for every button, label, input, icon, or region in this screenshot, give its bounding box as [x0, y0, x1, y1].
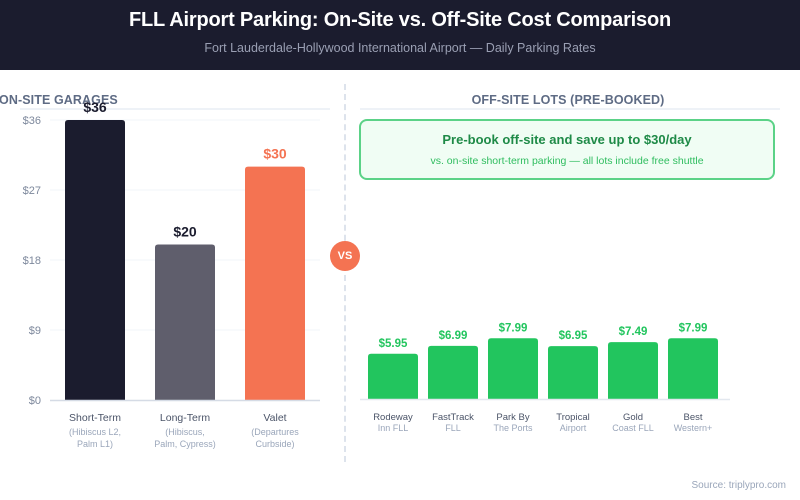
x-category-sublabel: Curbside)	[255, 439, 294, 449]
x-category-sublabel: Palm L1)	[77, 439, 113, 449]
x-category-sublabel: Inn FLL	[378, 423, 409, 433]
x-category-sublabel: (Hibiscus,	[165, 427, 205, 437]
offsite-section-rule	[360, 108, 780, 110]
callout-subtext: vs. on-site short-term parking — all lot…	[430, 155, 704, 167]
bar-value-label: $5.95	[379, 338, 408, 350]
x-category-sublabel: Airport	[560, 423, 587, 433]
bar-long-term	[155, 244, 215, 400]
bar-value-label: $6.95	[559, 330, 588, 342]
savings-callout: Pre-book off-site and save up to $30/day…	[359, 119, 775, 180]
bar-value-label: $20	[173, 223, 197, 239]
callout-headline: Pre-book off-site and save up to $30/day	[442, 132, 692, 147]
x-category-label: Rodeway	[373, 412, 413, 423]
x-category-label: Short-Term	[69, 412, 121, 424]
header: FLL Airport Parking: On-Site vs. Off-Sit…	[0, 0, 800, 70]
bar-value-label: $6.99	[439, 330, 468, 342]
onsite-section-rule	[20, 108, 330, 110]
x-category-label: Long-Term	[160, 412, 210, 424]
bar-best-western-	[668, 338, 718, 399]
bar-value-label: $36	[83, 99, 107, 115]
bar-gold-coast-fll	[608, 342, 658, 399]
page-title: FLL Airport Parking: On-Site vs. Off-Sit…	[129, 9, 671, 31]
bar-rodeway-inn-fll	[368, 353, 418, 399]
x-category-sublabel: (Hibiscus L2,	[69, 427, 121, 437]
x-category-label: FastTrack	[432, 412, 474, 423]
x-category-label: Gold	[623, 412, 643, 423]
bar-short-term	[65, 120, 125, 400]
source-credit: Source: triplypro.com	[691, 480, 786, 491]
bar-value-label: $7.99	[499, 322, 528, 334]
page-subtitle: Fort Lauderdale-Hollywood International …	[204, 41, 596, 55]
x-category-label: Park By	[496, 412, 530, 423]
x-category-sublabel: Palm, Cypress)	[154, 439, 216, 449]
x-category-sublabel: FLL	[445, 423, 461, 433]
bar-tropical-airport	[548, 346, 598, 399]
y-tick-label: $0	[29, 395, 41, 407]
y-tick-label: $27	[23, 185, 41, 197]
y-tick-label: $36	[23, 115, 41, 127]
x-category-sublabel: The Ports	[493, 423, 533, 433]
bar-fasttrack-fll	[428, 345, 478, 399]
bar-value-label: $7.49	[619, 326, 648, 338]
x-category-sublabel: Coast FLL	[612, 423, 654, 433]
offsite-section-title: OFF-SITE LOTS (PRE-BOOKED)	[471, 93, 665, 107]
bar-valet	[245, 166, 305, 400]
x-category-label: Best	[683, 412, 702, 423]
x-category-sublabel: (Departures	[251, 427, 299, 437]
onsite-section-title: ON-SITE GARAGES	[0, 93, 118, 107]
x-category-sublabel: Western+	[674, 423, 713, 433]
bar-value-label: $30	[263, 146, 287, 162]
vs-badge: VS	[330, 241, 360, 271]
bar-park-by-the-ports	[488, 338, 538, 399]
onsite-chart: $0 $9 $18 $27 $36 $36 Short-Term (Hibiscus L2, P…	[23, 99, 320, 449]
x-category-label: Valet	[263, 412, 286, 424]
section-divider	[344, 84, 346, 462]
y-tick-label: $9	[29, 325, 41, 337]
y-tick-label: $18	[23, 255, 41, 267]
bar-value-label: $7.99	[679, 322, 708, 334]
x-category-label: Tropical	[556, 412, 589, 423]
